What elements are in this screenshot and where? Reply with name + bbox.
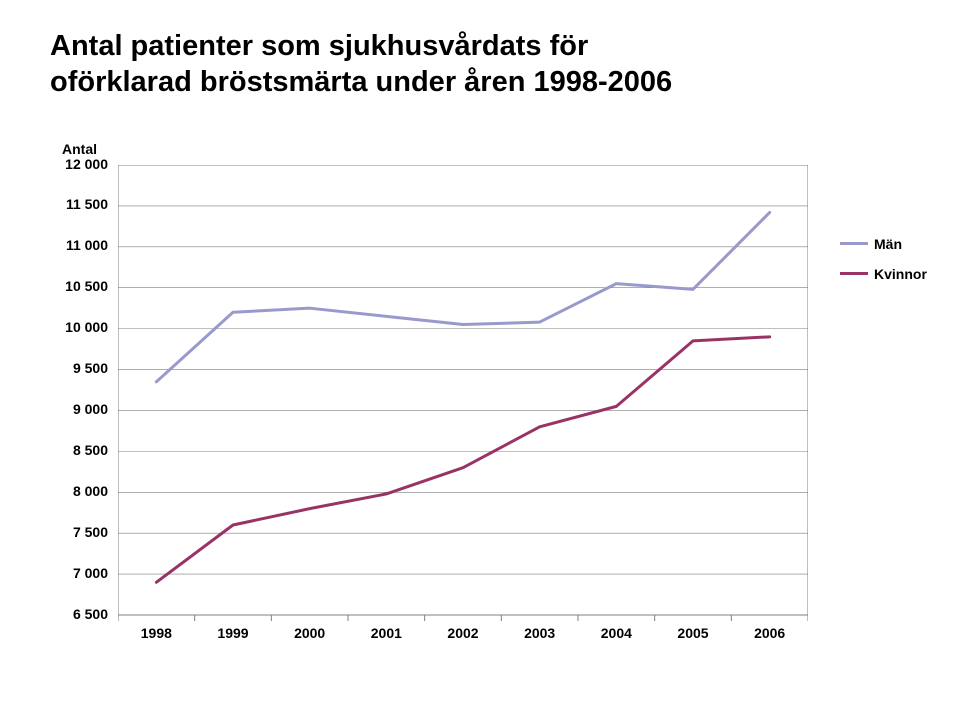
legend-item-women: Kvinnor: [840, 266, 927, 282]
legend: Män Kvinnor: [840, 236, 927, 296]
y-tick-label: 7 000: [44, 565, 108, 581]
x-tick-label: 1998: [141, 625, 172, 641]
x-tick-label: 2001: [371, 625, 402, 641]
y-tick-label: 8 500: [44, 442, 108, 458]
title-line-1: Antal patienter som sjukhusvårdats för: [50, 30, 588, 62]
x-tick-label: 2005: [677, 625, 708, 641]
y-tick-label: 10 500: [44, 278, 108, 294]
y-tick-label: 6 500: [44, 606, 108, 622]
x-tick-label: 2003: [524, 625, 555, 641]
legend-swatch-women: [840, 272, 868, 275]
x-tick-label: 2004: [601, 625, 632, 641]
legend-swatch-men: [840, 242, 868, 245]
y-tick-label: 7 500: [44, 524, 108, 540]
y-tick-label: 10 000: [44, 319, 108, 335]
x-tick-label: 2000: [294, 625, 325, 641]
x-tick-label: 2006: [754, 625, 785, 641]
legend-item-men: Män: [840, 236, 927, 252]
y-tick-label: 8 000: [44, 483, 108, 499]
x-tick-label: 2002: [447, 625, 478, 641]
line-chart: [118, 165, 808, 635]
chart-area: Antal 12 000 11 500 11 000 10 500 10 000 9 50…: [40, 141, 900, 661]
chart-title: Antal patienter som sjukhusvårdats för o…: [50, 28, 920, 101]
title-line-2: oförklarad bröstsmärta under åren 1998-2…: [50, 66, 672, 98]
y-axis-title: Antal: [62, 141, 97, 157]
legend-label-women: Kvinnor: [874, 266, 927, 282]
y-tick-label: 9 000: [44, 401, 108, 417]
y-tick-label: 12 000: [44, 156, 108, 172]
legend-label-men: Män: [874, 236, 902, 252]
y-tick-label: 11 500: [44, 196, 108, 212]
x-tick-label: 1999: [217, 625, 248, 641]
y-tick-label: 11 000: [44, 237, 108, 253]
y-tick-label: 9 500: [44, 360, 108, 376]
